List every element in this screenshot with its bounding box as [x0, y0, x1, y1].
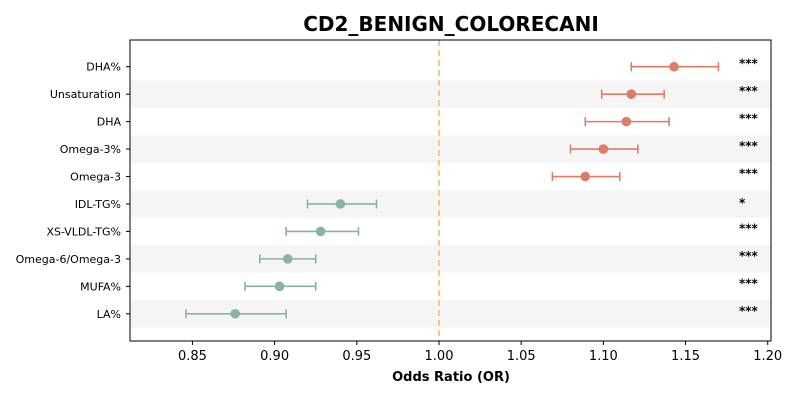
data-marks: [185, 61, 720, 319]
x-tick-label: 1.00: [425, 349, 454, 364]
forest-row: [584, 116, 670, 127]
y-tick-label: MUFA%: [80, 280, 121, 293]
significance-label: ***: [739, 249, 759, 263]
y-tick-label: Unsaturation: [50, 88, 121, 101]
row-stripe: [130, 80, 771, 108]
forest-row: [551, 171, 621, 182]
row-stripe: [130, 135, 771, 163]
x-tick-label: 0.85: [178, 349, 207, 364]
forest-row: [244, 281, 317, 292]
or-point: [580, 171, 591, 182]
forest-row: [259, 254, 317, 264]
forest-row: [569, 144, 639, 154]
x-tick-label: 0.95: [342, 349, 371, 364]
significance-label: ***: [739, 276, 759, 290]
or-point: [274, 281, 285, 292]
x-tick-label: 1.15: [671, 349, 700, 364]
significance-label: ***: [739, 139, 759, 153]
or-point: [315, 226, 326, 237]
or-point: [230, 308, 240, 319]
y-tick-label: IDL-TG%: [75, 198, 121, 211]
chart-title: CD2_BENIGN_COLORECANI: [303, 12, 599, 36]
plot-frame: [129, 39, 772, 342]
forest-row: [600, 89, 665, 99]
y-axis-ticks: DHA% Unsaturation DHA Omega-3% Omega-3 IDL-TG…: [16, 61, 130, 321]
forest-row: [630, 61, 720, 72]
x-axis-ticks: 0.85 0.90 0.95 1.00 1.05 1.10 1.15 1.20: [178, 341, 782, 364]
y-tick-label: XS-VLDL-TG%: [46, 225, 121, 238]
or-point: [669, 61, 679, 72]
y-tick-label: LA%: [97, 308, 121, 321]
row-stripes: [130, 80, 771, 328]
or-point: [626, 89, 637, 99]
significance-label: *: [739, 196, 746, 210]
significance-labels: ****************************: [739, 57, 759, 318]
y-tick-label: Omega-3: [70, 171, 121, 184]
or-point: [282, 254, 293, 264]
forest-row: [185, 308, 287, 319]
x-tick-label: 1.10: [589, 349, 618, 364]
significance-label: ***: [739, 57, 759, 71]
significance-label: ***: [739, 84, 759, 98]
x-tick-label: 1.05: [507, 349, 536, 364]
significance-label: ***: [739, 112, 759, 126]
y-tick-label: Omega-6/Omega-3: [16, 253, 121, 266]
y-tick-label: DHA: [97, 116, 122, 129]
y-tick-label: Omega-3%: [60, 143, 121, 156]
y-tick-label: DHA%: [86, 61, 121, 74]
x-axis-label: Odds Ratio (OR): [392, 370, 510, 385]
significance-label: ***: [739, 221, 759, 235]
or-point: [598, 144, 609, 154]
row-stripe: [130, 245, 771, 273]
or-point: [335, 199, 346, 209]
or-point: [621, 116, 632, 127]
row-stripe: [130, 190, 771, 218]
significance-label: ***: [739, 304, 759, 318]
significance-label: ***: [739, 167, 759, 181]
x-tick-label: 0.90: [260, 349, 289, 364]
forest-row: [285, 226, 360, 237]
forest-row: [306, 199, 378, 209]
x-tick-label: 1.20: [753, 349, 782, 364]
